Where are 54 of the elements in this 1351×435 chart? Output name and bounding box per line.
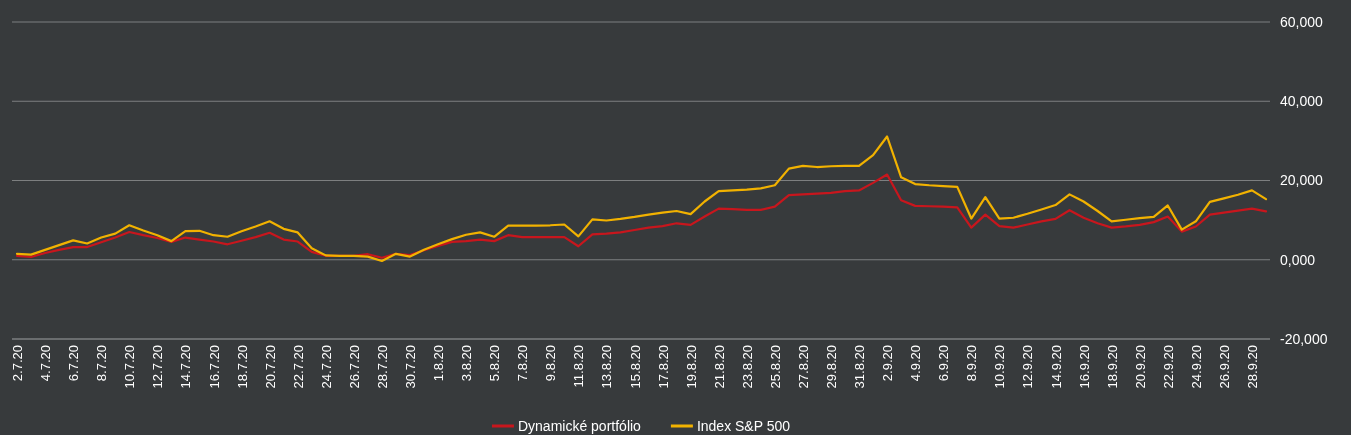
x-tick-label: 13.8.20: [599, 345, 615, 389]
legend-label: Dynamické portfólio: [517, 417, 642, 434]
x-tick-label: 23.8.20: [739, 345, 755, 389]
x-tick-label: 4.7.20: [38, 345, 54, 382]
x-tick-label: 11.8.20: [571, 345, 587, 388]
x-tick-label: 10.7.20: [122, 345, 138, 389]
x-tick-label: 10.9.20: [992, 345, 1008, 389]
x-tick-label: 18.7.20: [234, 345, 250, 389]
x-tick-label: 25.8.20: [767, 345, 783, 389]
x-tick-label: 3.8.20: [459, 345, 475, 382]
x-tick-label: 26.9.20: [1216, 345, 1232, 389]
x-tick-label: 27.8.20: [795, 345, 811, 389]
x-tick-label: 20.7.20: [262, 345, 278, 389]
x-tick-label: 15.8.20: [627, 345, 643, 389]
x-tick-label: 8.9.20: [964, 345, 980, 382]
x-tick-label: 29.8.20: [824, 345, 840, 389]
y-tick-label: 40,000: [1280, 93, 1324, 110]
x-tick-label: 31.8.20: [852, 345, 868, 389]
x-tick-label: 14.9.20: [1048, 345, 1064, 389]
x-tick-label: 28.9.20: [1245, 345, 1261, 389]
x-tick-label: 22.7.20: [290, 345, 306, 389]
y-tick-label: 20,000: [1280, 172, 1324, 189]
x-tick-label: 24.7.20: [318, 345, 334, 389]
x-tick-label: 28.7.20: [374, 345, 390, 389]
x-tick-label: 5.8.20: [487, 345, 503, 382]
x-tick-label: 19.8.20: [683, 345, 699, 389]
x-tick-label: 12.9.20: [1020, 345, 1036, 389]
x-tick-label: 1.8.20: [431, 345, 447, 382]
x-tick-label: 16.9.20: [1076, 345, 1092, 389]
x-tick-label: 17.8.20: [655, 345, 671, 389]
x-tick-label: 8.7.20: [94, 345, 110, 382]
x-tick-label: 26.7.20: [346, 345, 362, 389]
x-tick-label: 12.7.20: [150, 345, 166, 389]
x-tick-label: 30.7.20: [402, 345, 418, 389]
x-tick-label: 2.9.20: [880, 345, 896, 382]
y-tick-label: 0,000: [1280, 251, 1316, 268]
x-tick-label: 21.8.20: [711, 345, 727, 389]
x-tick-label: 9.8.20: [543, 345, 559, 382]
x-tick-label: 2.7.20: [10, 345, 26, 382]
line-series: [15, 135, 1268, 263]
x-tick-label: 6.9.20: [936, 345, 952, 382]
x-tick-label: 6.7.20: [66, 345, 82, 382]
y-tick-label: -20,000: [1280, 330, 1328, 347]
y-tick-label: 60,000: [1280, 13, 1324, 30]
x-tick-label: 20.9.20: [1132, 345, 1148, 389]
x-tick-label: 16.7.20: [206, 345, 222, 389]
x-tick-label: 14.7.20: [178, 345, 194, 389]
x-tick-label: 18.9.20: [1104, 345, 1120, 389]
x-tick-label: 7.8.20: [515, 345, 531, 382]
x-tick-label: 22.9.20: [1160, 345, 1176, 389]
x-tick-label: 24.9.20: [1188, 345, 1204, 389]
x-tick-label: 4.9.20: [908, 345, 924, 382]
line-series: [15, 173, 1268, 259]
legend-label: Index S&P 500: [696, 417, 791, 434]
